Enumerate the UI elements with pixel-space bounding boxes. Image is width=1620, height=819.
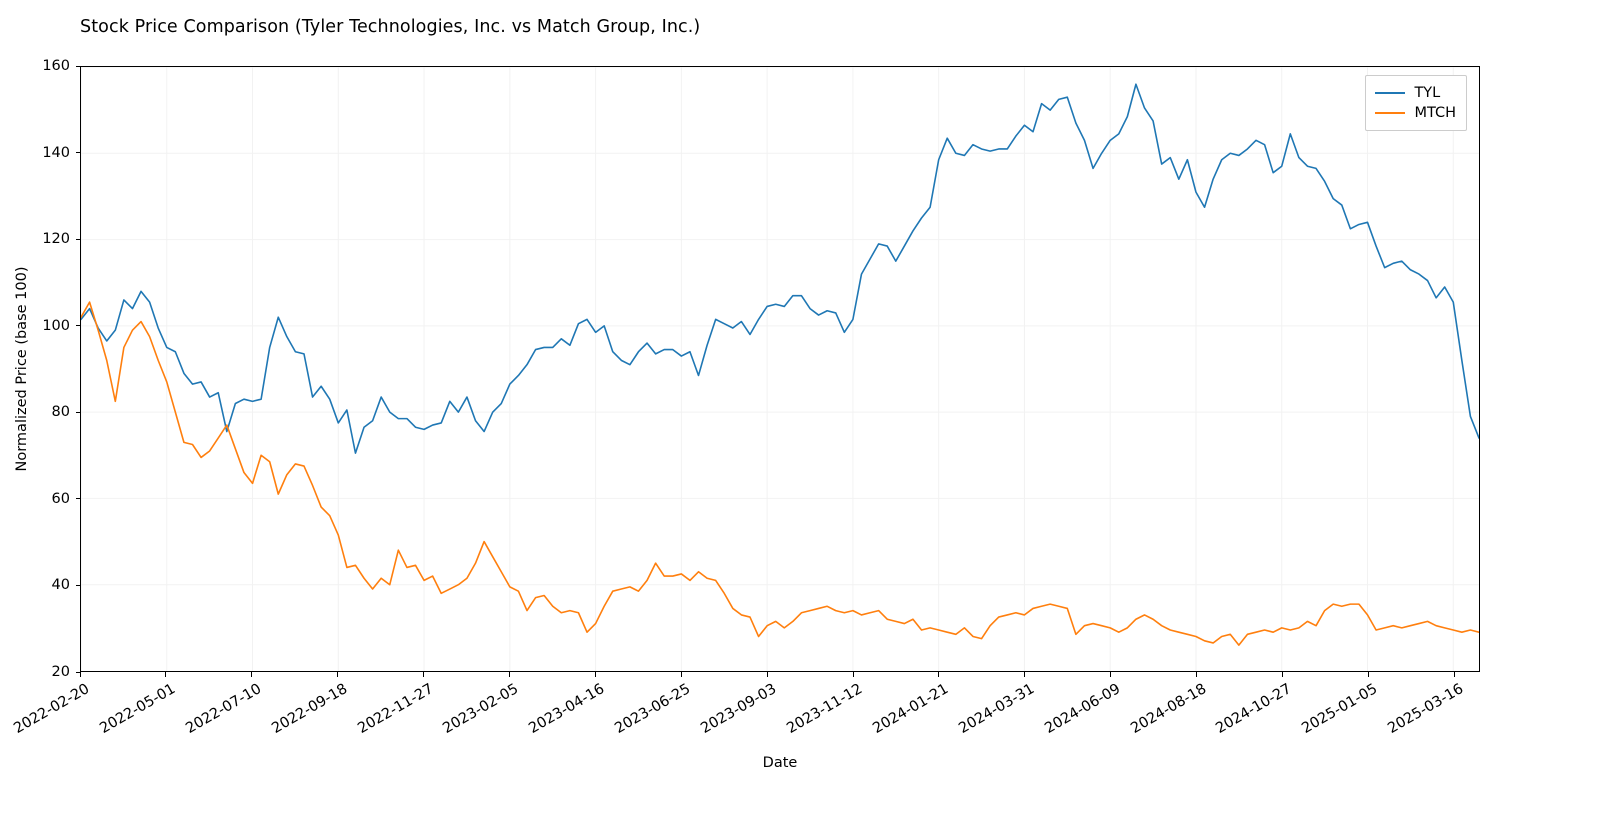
x-tick-mark — [852, 672, 854, 677]
legend-label: MTCH — [1414, 105, 1456, 121]
x-tick-label: 2022-07-10 — [183, 681, 265, 737]
y-tick-mark — [75, 498, 80, 500]
x-tick-label: 2022-09-18 — [268, 681, 350, 737]
x-tick-label: 2023-09-03 — [698, 681, 780, 737]
chart-title: Stock Price Comparison (Tyler Technologi… — [80, 17, 701, 37]
chart-legend: TYL MTCH — [1365, 75, 1467, 131]
x-tick-label: 2024-08-18 — [1127, 681, 1209, 737]
legend-item-mtch: MTCH — [1375, 103, 1456, 123]
x-axis-label: Date — [762, 755, 798, 771]
y-tick-label: 120 — [42, 231, 70, 248]
y-tick-mark — [75, 671, 80, 673]
x-tick-mark — [766, 672, 768, 677]
y-tick-mark — [75, 238, 80, 240]
x-tick-mark — [337, 672, 339, 677]
x-tick-mark — [423, 672, 425, 677]
x-tick-mark — [1196, 672, 1198, 677]
x-tick-label: 2025-03-16 — [1385, 681, 1467, 737]
plot-area: TYL MTCH — [80, 66, 1480, 672]
legend-color-swatch — [1375, 111, 1406, 115]
x-tick-mark — [79, 672, 81, 677]
y-tick-mark — [75, 584, 80, 587]
x-tick-label: 2025-01-05 — [1299, 681, 1381, 737]
x-tick-mark — [1024, 672, 1026, 677]
x-tick-mark — [680, 672, 682, 677]
y-tick-label: 100 — [42, 317, 70, 334]
x-tick-label: 2022-02-20 — [11, 681, 93, 737]
plot-svg — [81, 67, 1479, 671]
y-tick-label: 20 — [51, 664, 70, 680]
y-tick-label: 40 — [51, 577, 70, 594]
x-tick-mark — [594, 672, 596, 677]
x-tick-mark — [508, 672, 511, 677]
x-tick-label: 2024-06-09 — [1041, 681, 1123, 737]
y-tick-label: 140 — [42, 144, 70, 161]
x-tick-mark — [1110, 672, 1112, 677]
series-lines — [81, 84, 1479, 645]
x-tick-label: 2024-01-21 — [870, 681, 952, 737]
x-tick-label: 2022-11-27 — [354, 681, 436, 737]
legend-color-swatch — [1375, 91, 1406, 95]
y-tick-label: 80 — [51, 404, 70, 421]
x-tick-mark — [1453, 672, 1455, 677]
x-tick-mark — [165, 672, 167, 677]
x-tick-label: 2024-03-31 — [956, 681, 1038, 737]
x-tick-label: 2023-06-25 — [612, 681, 694, 737]
y-tick-mark — [75, 325, 80, 327]
x-tick-label: 2024-10-27 — [1213, 681, 1295, 737]
x-tick-label: 2023-11-12 — [784, 681, 866, 737]
x-tick-label: 2023-04-16 — [526, 681, 608, 737]
y-tick-mark — [75, 152, 80, 154]
gridlines — [81, 67, 1479, 671]
x-tick-label: 2023-02-05 — [440, 681, 522, 737]
series-line-tyl — [81, 84, 1479, 453]
legend-item-tyl: TYL — [1375, 83, 1456, 103]
x-tick-mark — [251, 672, 253, 677]
y-tick-mark — [75, 65, 80, 67]
y-tick-label: 60 — [51, 490, 70, 507]
x-tick-mark — [1281, 672, 1284, 677]
y-tick-label: 160 — [42, 58, 70, 74]
x-tick-mark — [1367, 672, 1369, 677]
x-tick-mark — [938, 672, 940, 677]
x-tick-label: 2022-05-01 — [97, 681, 179, 737]
legend-label: TYL — [1414, 85, 1441, 101]
series-line-mtch — [81, 302, 1479, 645]
y-axis-label: Normalized Price (base 100) — [14, 266, 30, 472]
y-tick-mark — [75, 411, 80, 413]
